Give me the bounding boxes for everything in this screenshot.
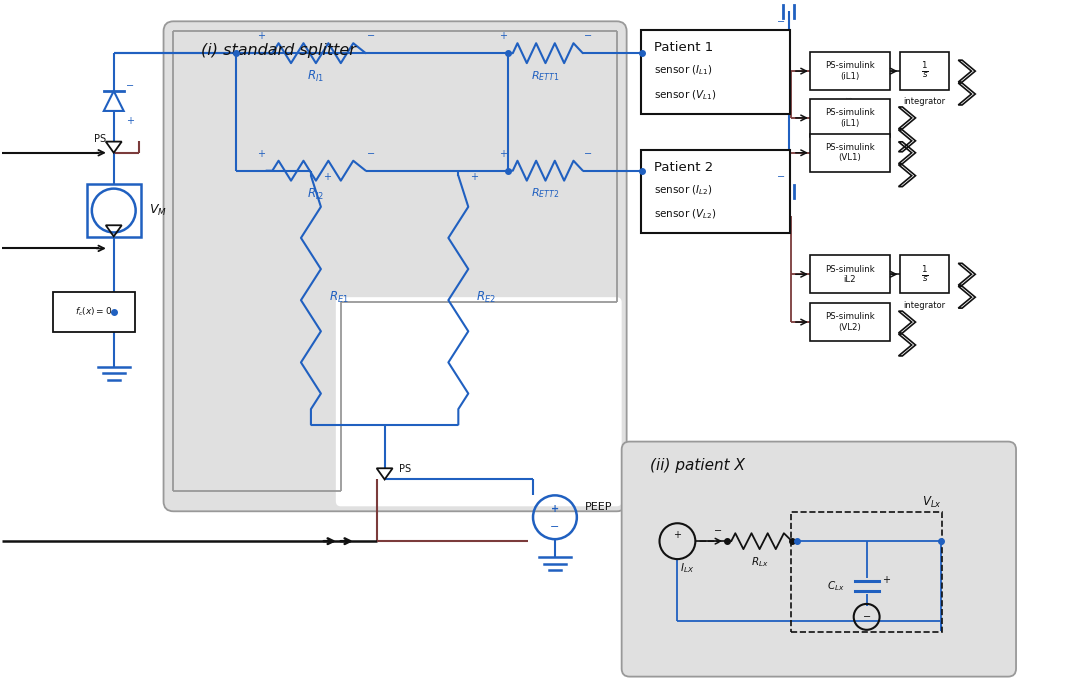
- Text: $R_{Lx}$: $R_{Lx}$: [751, 555, 768, 569]
- Text: PS-simulink
(VL2): PS-simulink (VL2): [825, 312, 875, 332]
- Text: −: −: [584, 149, 592, 158]
- Text: sensor ($I_{L2}$): sensor ($I_{L2}$): [653, 183, 712, 197]
- Text: PS-simulink
(iL1): PS-simulink (iL1): [825, 61, 875, 81]
- Text: −: −: [777, 171, 785, 182]
- Text: −: −: [367, 31, 374, 41]
- Text: integrator: integrator: [846, 98, 853, 99]
- Text: sensor ($V_{L1}$): sensor ($V_{L1}$): [653, 88, 717, 102]
- Text: $I_{LX}$: $I_{LX}$: [680, 561, 694, 575]
- Text: +: +: [470, 171, 478, 182]
- FancyBboxPatch shape: [810, 134, 890, 171]
- FancyBboxPatch shape: [164, 21, 626, 511]
- FancyBboxPatch shape: [640, 150, 790, 233]
- Text: (ii) patient X: (ii) patient X: [650, 458, 745, 473]
- Text: −: −: [126, 81, 133, 91]
- Text: integrator: integrator: [904, 301, 946, 309]
- Text: $R_{ETT1}$: $R_{ETT1}$: [532, 69, 560, 83]
- FancyBboxPatch shape: [810, 99, 890, 137]
- FancyBboxPatch shape: [622, 441, 1016, 677]
- Text: −: −: [863, 612, 870, 622]
- Text: +: +: [257, 31, 265, 41]
- Text: +: +: [643, 156, 652, 166]
- Text: $R_{E1}$: $R_{E1}$: [329, 290, 349, 305]
- Text: +: +: [643, 38, 652, 48]
- Text: PS-simulink
(iL1): PS-simulink (iL1): [825, 108, 875, 128]
- Text: $V_M$: $V_M$: [148, 203, 167, 218]
- Text: −: −: [367, 149, 374, 158]
- Text: (i) standard splitter: (i) standard splitter: [201, 44, 356, 58]
- Text: +: +: [257, 149, 265, 158]
- FancyBboxPatch shape: [640, 31, 790, 114]
- Text: $R_{E2}$: $R_{E2}$: [477, 290, 496, 305]
- Text: +: +: [674, 530, 681, 540]
- Text: $C_{Lx}$: $C_{Lx}$: [827, 579, 845, 593]
- Text: −: −: [714, 526, 722, 537]
- Text: PS-simulink
iL2: PS-simulink iL2: [825, 265, 875, 284]
- Text: +: +: [881, 575, 890, 585]
- Text: −: −: [550, 522, 560, 532]
- Text: Patient 2: Patient 2: [653, 160, 712, 173]
- Text: +: +: [551, 504, 560, 514]
- Text: +: +: [499, 31, 507, 41]
- FancyBboxPatch shape: [900, 256, 949, 293]
- Text: integrator: integrator: [904, 97, 946, 107]
- Text: +: +: [323, 171, 331, 182]
- FancyBboxPatch shape: [900, 52, 949, 90]
- Text: PS: PS: [398, 464, 411, 475]
- Text: +: +: [126, 116, 133, 126]
- Text: −: −: [777, 17, 785, 27]
- Text: $\frac{1}{s}$: $\frac{1}{s}$: [921, 264, 929, 284]
- FancyBboxPatch shape: [53, 292, 134, 332]
- Text: Patient 1: Patient 1: [653, 41, 712, 54]
- FancyBboxPatch shape: [87, 184, 141, 237]
- Text: +: +: [110, 197, 117, 207]
- Text: $V_{Lx}$: $V_{Lx}$: [922, 495, 942, 510]
- Text: PEEP: PEEP: [585, 503, 612, 512]
- FancyBboxPatch shape: [336, 297, 622, 507]
- FancyBboxPatch shape: [810, 256, 890, 293]
- Text: $R_{I1}$: $R_{I1}$: [308, 69, 325, 84]
- Text: sensor ($I_{L1}$): sensor ($I_{L1}$): [653, 64, 712, 78]
- Text: +: +: [499, 149, 507, 158]
- Text: $\frac{1}{s}$: $\frac{1}{s}$: [921, 61, 929, 82]
- Text: PS: PS: [94, 134, 105, 144]
- FancyBboxPatch shape: [810, 52, 890, 90]
- Text: PS-simulink
(VL1): PS-simulink (VL1): [825, 143, 875, 163]
- Text: sensor ($V_{L2}$): sensor ($V_{L2}$): [653, 207, 717, 221]
- Text: −: −: [109, 216, 118, 225]
- Text: −: −: [584, 31, 592, 41]
- Text: $f_c(x) = 0$: $f_c(x) = 0$: [75, 306, 113, 318]
- FancyBboxPatch shape: [810, 303, 890, 341]
- Text: $R_{ETT2}$: $R_{ETT2}$: [532, 186, 560, 201]
- Text: $R_{I2}$: $R_{I2}$: [308, 186, 325, 202]
